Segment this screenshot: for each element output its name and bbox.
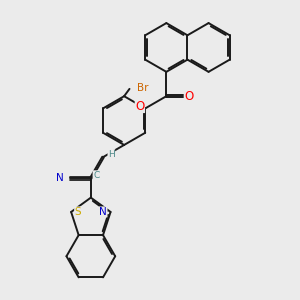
Text: O: O — [184, 90, 194, 103]
Text: S: S — [75, 207, 81, 217]
Text: H: H — [108, 150, 115, 159]
Text: Br: Br — [136, 83, 148, 93]
Text: O: O — [135, 100, 145, 112]
Text: C: C — [93, 171, 99, 180]
Text: N: N — [56, 173, 64, 183]
Text: N: N — [99, 207, 107, 217]
